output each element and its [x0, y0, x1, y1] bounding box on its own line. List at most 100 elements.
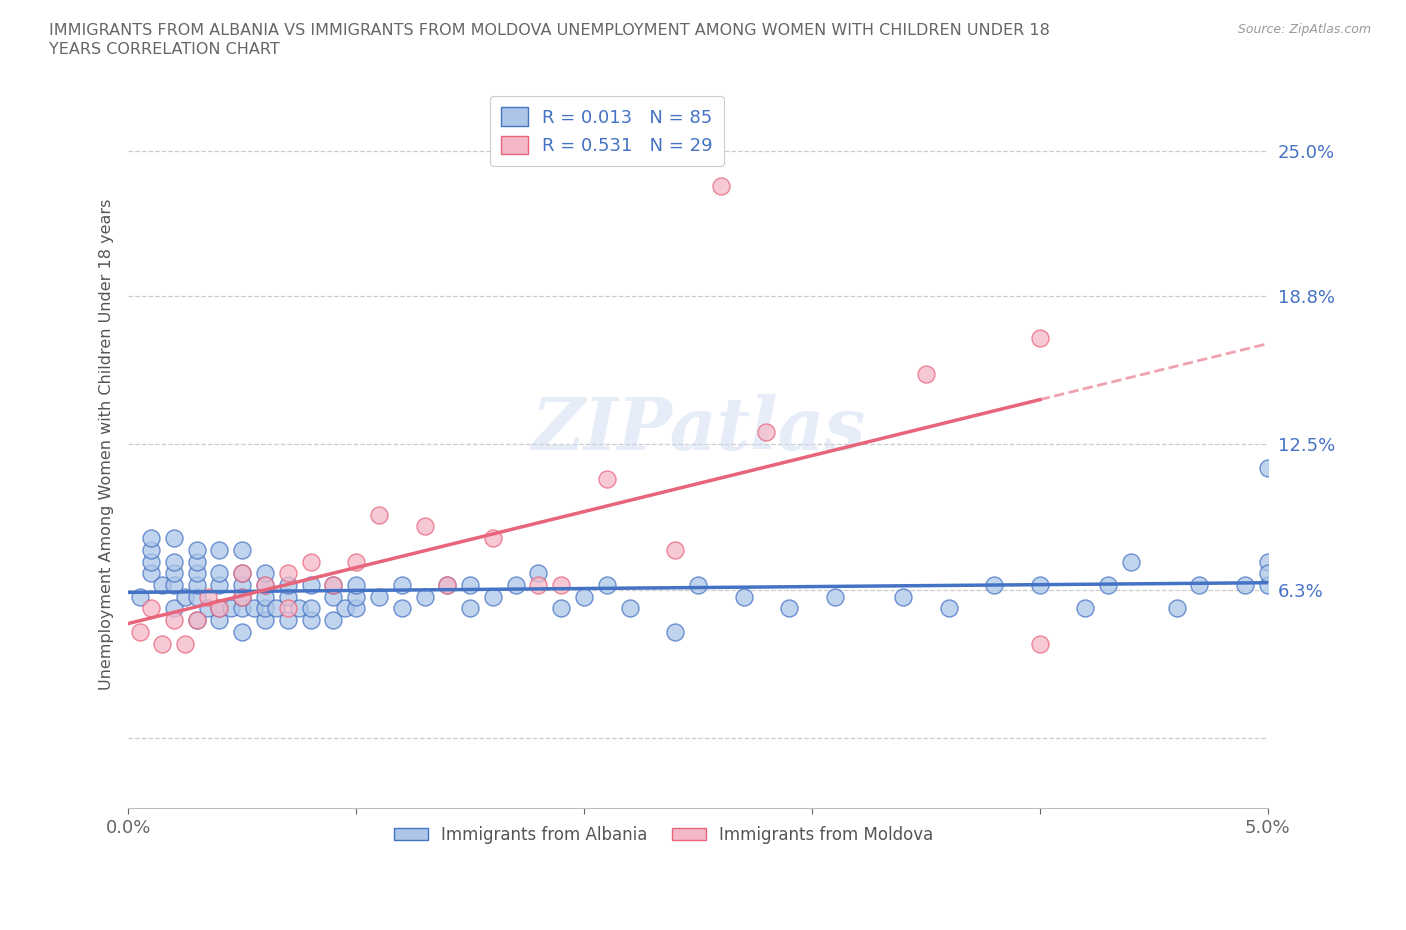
Point — [1188, 578, 1211, 592]
Point — [186, 590, 208, 604]
Point — [664, 625, 686, 640]
Point — [231, 565, 253, 580]
Point — [619, 601, 641, 616]
Point — [152, 578, 174, 592]
Point — [550, 601, 572, 616]
Point — [174, 636, 197, 651]
Point — [231, 542, 253, 557]
Point — [197, 601, 219, 616]
Point — [983, 578, 1005, 592]
Point — [128, 590, 150, 604]
Point — [1029, 578, 1052, 592]
Point — [128, 625, 150, 640]
Point — [208, 601, 231, 616]
Point — [413, 519, 436, 534]
Point — [299, 613, 322, 628]
Point — [163, 601, 186, 616]
Point — [186, 565, 208, 580]
Point — [208, 613, 231, 628]
Point — [596, 472, 619, 486]
Y-axis label: Unemployment Among Women with Children Under 18 years: Unemployment Among Women with Children U… — [100, 198, 114, 690]
Point — [208, 542, 231, 557]
Point — [253, 601, 276, 616]
Point — [231, 601, 253, 616]
Point — [368, 507, 391, 522]
Point — [550, 578, 572, 592]
Text: ZIPatlas: ZIPatlas — [531, 394, 865, 465]
Point — [186, 613, 208, 628]
Point — [322, 590, 344, 604]
Point — [1074, 601, 1097, 616]
Point — [322, 578, 344, 592]
Point — [186, 542, 208, 557]
Point — [277, 565, 299, 580]
Point — [322, 613, 344, 628]
Point — [778, 601, 800, 616]
Text: Source: ZipAtlas.com: Source: ZipAtlas.com — [1237, 23, 1371, 36]
Point — [163, 531, 186, 546]
Point — [266, 601, 288, 616]
Point — [1097, 578, 1119, 592]
Point — [824, 590, 846, 604]
Point — [163, 578, 186, 592]
Point — [253, 590, 276, 604]
Point — [572, 590, 595, 604]
Point — [1029, 331, 1052, 346]
Point — [368, 590, 391, 604]
Point — [231, 578, 253, 592]
Point — [505, 578, 527, 592]
Point — [458, 578, 481, 592]
Point — [1119, 554, 1142, 569]
Point — [253, 565, 276, 580]
Point — [891, 590, 914, 604]
Point — [299, 578, 322, 592]
Point — [938, 601, 960, 616]
Point — [686, 578, 709, 592]
Point — [527, 578, 550, 592]
Point — [139, 554, 162, 569]
Point — [436, 578, 458, 592]
Point — [344, 590, 367, 604]
Point — [277, 590, 299, 604]
Point — [482, 531, 505, 546]
Point — [186, 554, 208, 569]
Point — [391, 601, 413, 616]
Point — [219, 601, 242, 616]
Point — [197, 590, 219, 604]
Point — [186, 613, 208, 628]
Point — [208, 565, 231, 580]
Point — [344, 554, 367, 569]
Point — [596, 578, 619, 592]
Point — [231, 625, 253, 640]
Point — [1257, 554, 1279, 569]
Point — [391, 578, 413, 592]
Point — [299, 554, 322, 569]
Point — [413, 590, 436, 604]
Point — [436, 578, 458, 592]
Point — [1257, 578, 1279, 592]
Point — [710, 179, 733, 193]
Point — [152, 636, 174, 651]
Point — [322, 578, 344, 592]
Point — [277, 601, 299, 616]
Point — [253, 578, 276, 592]
Point — [139, 601, 162, 616]
Point — [139, 531, 162, 546]
Point — [733, 590, 755, 604]
Point — [1166, 601, 1188, 616]
Point — [231, 565, 253, 580]
Point — [253, 578, 276, 592]
Legend: Immigrants from Albania, Immigrants from Moldova: Immigrants from Albania, Immigrants from… — [388, 819, 941, 851]
Text: IMMIGRANTS FROM ALBANIA VS IMMIGRANTS FROM MOLDOVA UNEMPLOYMENT AMONG WOMEN WITH: IMMIGRANTS FROM ALBANIA VS IMMIGRANTS FR… — [49, 23, 1050, 38]
Point — [299, 601, 322, 616]
Point — [915, 366, 938, 381]
Point — [277, 613, 299, 628]
Point — [458, 601, 481, 616]
Point — [139, 565, 162, 580]
Point — [163, 613, 186, 628]
Point — [139, 542, 162, 557]
Point — [482, 590, 505, 604]
Point — [288, 601, 311, 616]
Point — [208, 578, 231, 592]
Point — [344, 578, 367, 592]
